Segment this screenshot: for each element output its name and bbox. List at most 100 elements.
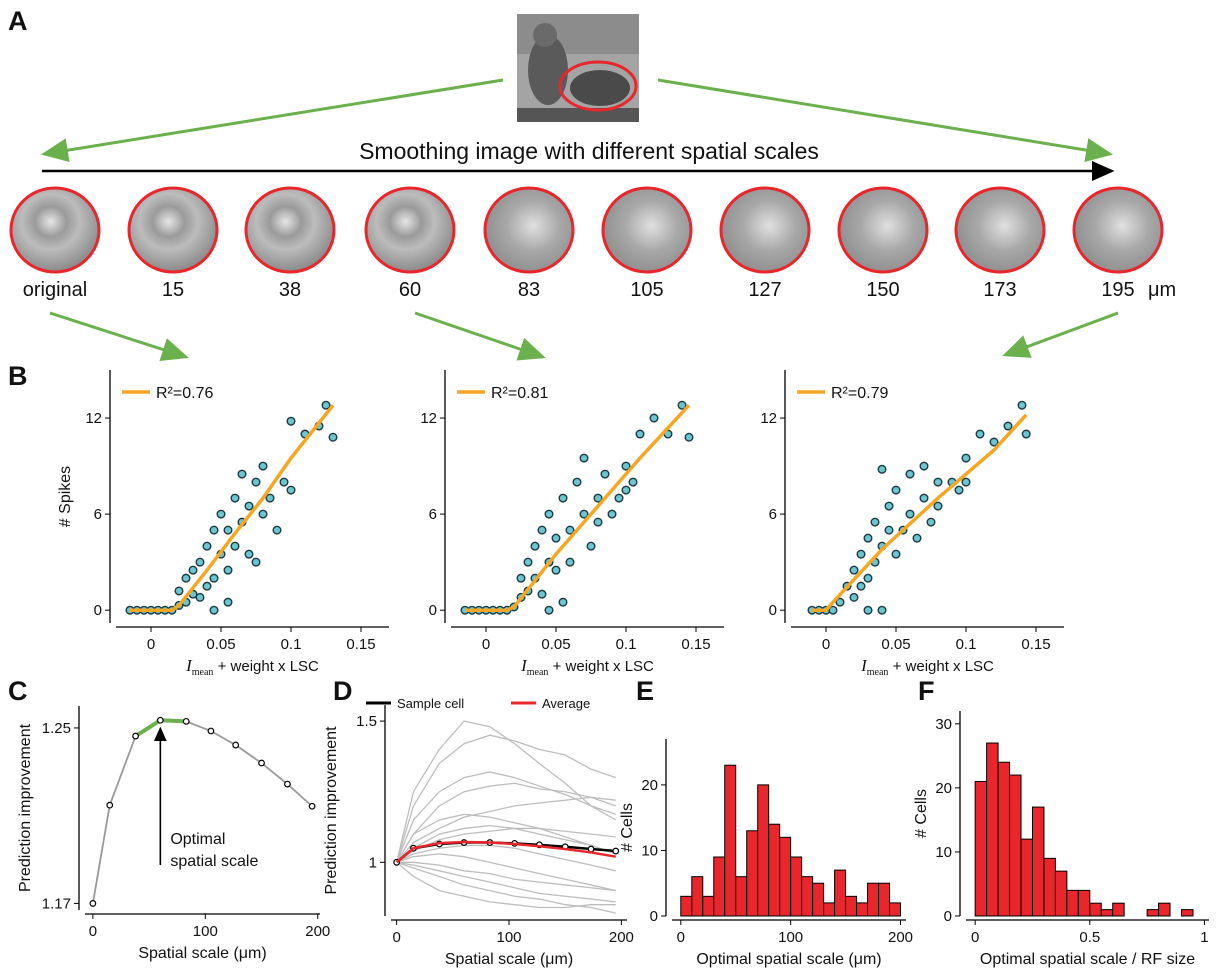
point [649, 413, 659, 423]
point [905, 509, 915, 519]
symbol: I [520, 656, 528, 675]
point [961, 477, 971, 487]
point [216, 509, 226, 519]
point [209, 525, 219, 535]
x-tick-label: 0.5 [1079, 929, 1100, 946]
x-axis-label: Spatial scale (μm) [138, 945, 266, 962]
point [856, 581, 866, 591]
point [207, 727, 215, 735]
point [891, 485, 901, 495]
point [188, 565, 198, 575]
point [202, 541, 212, 551]
point [537, 589, 547, 599]
point [174, 586, 184, 596]
point [232, 741, 240, 749]
x-tick-label: 200 [609, 929, 634, 946]
point [258, 759, 265, 767]
point [593, 517, 603, 527]
point [884, 501, 894, 511]
bar [1054, 870, 1068, 917]
x-tick-label: 0.05 [206, 636, 235, 653]
smoothed-image [9, 186, 101, 274]
point [237, 469, 247, 479]
bar [1020, 838, 1033, 917]
point [182, 717, 190, 725]
arrow [49, 311, 189, 362]
legend-label: Sample cell [397, 696, 464, 711]
point [684, 432, 694, 442]
label-text: + weight x LSC [548, 658, 654, 675]
point [926, 517, 936, 527]
point [258, 461, 268, 471]
bar [757, 784, 770, 917]
symbol: I [860, 656, 868, 675]
y-axis-label: # Cells [619, 803, 636, 852]
point [849, 592, 859, 602]
smoothed-image [954, 186, 1046, 274]
x-tick-label: 0 [147, 636, 155, 653]
point [223, 597, 233, 607]
scale-unit: μm [1148, 279, 1176, 301]
bar [801, 876, 814, 917]
point [195, 557, 205, 567]
series-line [91, 719, 313, 904]
bar [845, 895, 858, 917]
point [209, 605, 219, 615]
bar [1158, 902, 1171, 917]
smoothed-image [601, 186, 693, 274]
fit-line [465, 404, 691, 612]
point [244, 501, 254, 511]
point [884, 525, 894, 535]
point [891, 549, 901, 559]
point [989, 437, 999, 447]
x-tick-label: 1 [1200, 929, 1208, 946]
bar [1089, 902, 1102, 917]
scale-label: 15 [162, 279, 184, 301]
scale-label: 127 [748, 279, 781, 301]
bar [1112, 902, 1125, 917]
smoothed-image [837, 186, 929, 274]
annotation: Optimal [170, 831, 225, 848]
x-tick-label: 0 [89, 923, 97, 940]
point [558, 493, 568, 503]
bar [1180, 909, 1194, 917]
y-tick-label: 12 [760, 410, 777, 427]
y-tick-label: 1.5 [356, 713, 377, 730]
x-axis-label: Optimal spatial scale (μm) [696, 951, 881, 968]
bar [834, 869, 847, 917]
x-tick-label: 0.15 [681, 636, 710, 653]
point [863, 533, 873, 543]
point [223, 525, 233, 535]
x-tick-label: 100 [778, 929, 803, 946]
x-tick-label: 0 [392, 929, 400, 946]
point [828, 605, 838, 615]
bar [768, 823, 781, 917]
bar [823, 902, 836, 917]
point [516, 573, 526, 583]
point [961, 453, 971, 463]
cell-line [396, 796, 616, 863]
y-tick-label: 6 [769, 506, 777, 523]
point [635, 429, 645, 439]
y-tick-label: 1.25 [42, 720, 71, 737]
point [1021, 429, 1031, 439]
bar [856, 902, 869, 917]
y-axis-label: Prediction improvement [323, 726, 340, 895]
bar [1077, 889, 1091, 917]
point [209, 573, 219, 583]
panel-label: B [8, 361, 28, 391]
point [156, 716, 164, 724]
point [530, 541, 540, 551]
x-axis-label: Imean + weight x LSC [520, 656, 654, 678]
point [856, 549, 866, 559]
bar [1100, 909, 1114, 917]
arrow [41, 78, 504, 163]
bar [713, 856, 726, 917]
bar [986, 742, 999, 917]
x-tick-label: 0.15 [346, 636, 375, 653]
point [975, 429, 985, 439]
bar [790, 856, 803, 917]
point [328, 432, 338, 442]
bar [1146, 909, 1160, 917]
